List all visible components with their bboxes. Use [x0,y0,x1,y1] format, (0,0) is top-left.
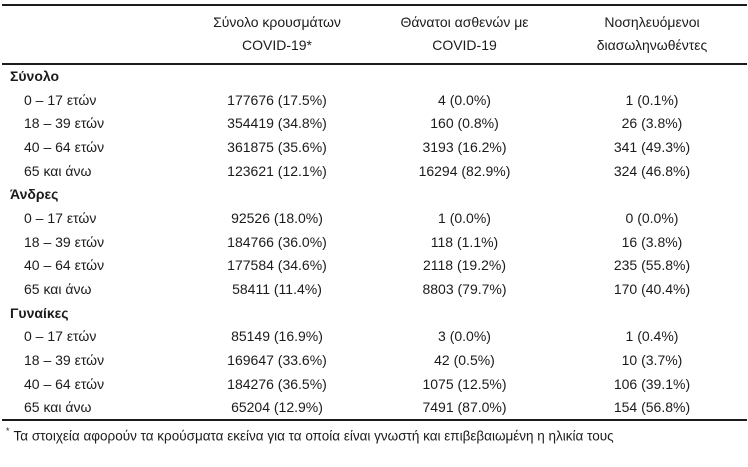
table-row: 65 και άνω 65204 (12.9%) 7491 (87.0%) 15… [2,396,747,420]
table-row: 40 – 64 ετών 361875 (35.6%) 3193 (16.2%)… [2,135,747,159]
cases-value: 177584 (34.6%) [227,257,327,274]
column-header-intubated-line1: Νοσηλευόμενοι [604,14,700,30]
section-header-row-total: Σύνολο [2,64,747,88]
header-row: Σύνολο κρουσμάτων COVID-19* Θάνατοι ασθε… [2,5,747,65]
empty-cell [557,182,747,206]
column-header-intubated: Νοσηλευόμενοι διασωληνωθέντες [557,5,747,65]
intubated-value: 10 (3.7%) [621,352,683,369]
corner-cell [2,5,182,65]
table-body: Σύνολο 0 – 17 ετών 177676 (17.5%) 4 (0.0… [2,64,747,419]
footnote-text: Τα στοιχεία αφορούν τα κρούσματα εκείνα … [13,428,614,444]
deaths-value: 8803 (79.7%) [422,281,507,298]
cases-value: 65204 (12.9%) [231,399,323,416]
intubated-value: 235 (55.8%) [613,257,691,274]
empty-cell [372,301,557,325]
empty-cell [557,64,747,88]
cases-value: 177676 (17.5%) [227,91,327,108]
column-header-deaths-line1: Θάνατοι ασθενών με [400,14,529,30]
column-header-deaths: Θάνατοι ασθενών με COVID-19 [372,5,557,65]
cases-value: 92526 (18.0%) [231,209,323,226]
intubated-value: 170 (40.4%) [613,281,691,298]
intubated-value: 1 (0.1%) [625,91,679,108]
empty-cell [182,64,372,88]
cases-value: 361875 (35.6%) [227,138,327,155]
table-row: 65 και άνω 123621 (12.1%) 16294 (82.9%) … [2,159,747,183]
age-group-label: 18 – 39 ετών [24,352,105,369]
intubated-value: 1 (0.4%) [625,328,679,345]
age-group-label: 0 – 17 ετών [24,91,97,108]
age-group-label: 65 και άνω [24,399,92,416]
column-header-total-cases: Σύνολο κρουσμάτων COVID-19* [182,5,372,65]
intubated-value: 0 (0.0%) [625,209,679,226]
intubated-value: 324 (46.8%) [613,162,691,179]
table-row: 0 – 17 ετών 92526 (18.0%) 1 (0.0%) 0 (0.… [2,206,747,230]
age-group-label: 65 και άνω [24,162,92,179]
empty-cell [182,301,372,325]
deaths-value: 16294 (82.9%) [418,162,511,179]
intubated-value: 16 (3.8%) [621,233,683,250]
table-row: 40 – 64 ετών 177584 (34.6%) 2118 (19.2%)… [2,254,747,278]
section-header-row-men: Άνδρες [2,182,747,206]
section-header-row-women: Γυναίκες [2,301,747,325]
empty-cell [372,64,557,88]
cases-value: 169647 (33.6%) [227,352,327,369]
deaths-value: 118 (1.1%) [430,233,499,250]
deaths-value: 3 (0.0%) [438,328,491,345]
cases-value: 123621 (12.1%) [227,162,327,179]
cases-value: 184766 (36.0%) [227,233,327,250]
age-group-label: 40 – 64 ετών [24,138,105,155]
deaths-value: 3193 (16.2%) [422,138,507,155]
table-row: 18 – 39 ετών 184766 (36.0%) 118 (1.1%) 1… [2,230,747,254]
column-header-total-cases-line1: Σύνολο κρουσμάτων [213,14,341,30]
age-group-label: 18 – 39 ετών [24,233,105,250]
deaths-value: 7491 (87.0%) [422,399,507,416]
empty-cell [182,182,372,206]
age-group-label: 40 – 64 ετών [24,257,105,274]
section-label-total: Σύνολο [10,68,60,85]
empty-cell [557,301,747,325]
table-row: 0 – 17 ετών 177676 (17.5%) 4 (0.0%) 1 (0… [2,88,747,112]
cases-value: 85149 (16.9%) [231,328,323,345]
table-row: 18 – 39 ετών 169647 (33.6%) 42 (0.5%) 10… [2,348,747,372]
deaths-value: 4 (0.0%) [438,91,491,108]
footnote-asterisk: * [6,426,10,437]
intubated-value: 154 (56.8%) [613,399,691,416]
column-header-intubated-line2: διασωληνωθέντες [596,37,708,53]
cases-value: 354419 (34.8%) [227,115,327,132]
age-group-label: 40 – 64 ετών [24,375,105,392]
table-row: 65 και άνω 58411 (11.4%) 8803 (79.7%) 17… [2,277,747,301]
age-group-label: 18 – 39 ετών [24,115,105,132]
column-header-deaths-line2: COVID-19 [432,37,497,53]
column-header-total-cases-line2: COVID-19* [241,37,313,53]
deaths-value: 160 (0.8%) [430,115,499,132]
deaths-value: 1075 (12.5%) [422,375,507,392]
deaths-value: 1 (0.0%) [438,209,491,226]
cases-value: 184276 (36.5%) [227,375,327,392]
empty-cell [372,182,557,206]
section-label-men: Άνδρες [10,186,59,203]
cases-value: 58411 (11.4%) [232,281,322,298]
table-row: 18 – 39 ετών 354419 (34.8%) 160 (0.8%) 2… [2,111,747,135]
section-label-women: Γυναίκες [10,304,69,321]
deaths-value: 2118 (19.2%) [422,257,506,274]
table-row: 40 – 64 ετών 184276 (36.5%) 1075 (12.5%)… [2,372,747,396]
table-row: 0 – 17 ετών 85149 (16.9%) 3 (0.0%) 1 (0.… [2,325,747,349]
intubated-value: 26 (3.8%) [621,115,683,132]
age-group-label: 65 και άνω [24,281,92,298]
deaths-value: 42 (0.5%) [434,352,495,369]
table-footnote: * Τα στοιχεία αφορούν τα κρούσματα εκείνα… [2,419,747,444]
intubated-value: 106 (39.1%) [613,375,691,392]
table-header: Σύνολο κρουσμάτων COVID-19* Θάνατοι ασθε… [2,5,747,65]
covid-statistics-table: Σύνολο κρουσμάτων COVID-19* Θάνατοι ασθε… [2,4,747,419]
age-group-label: 0 – 17 ετών [24,209,97,226]
intubated-value: 341 (49.3%) [613,138,691,155]
age-group-label: 0 – 17 ετών [24,328,97,345]
